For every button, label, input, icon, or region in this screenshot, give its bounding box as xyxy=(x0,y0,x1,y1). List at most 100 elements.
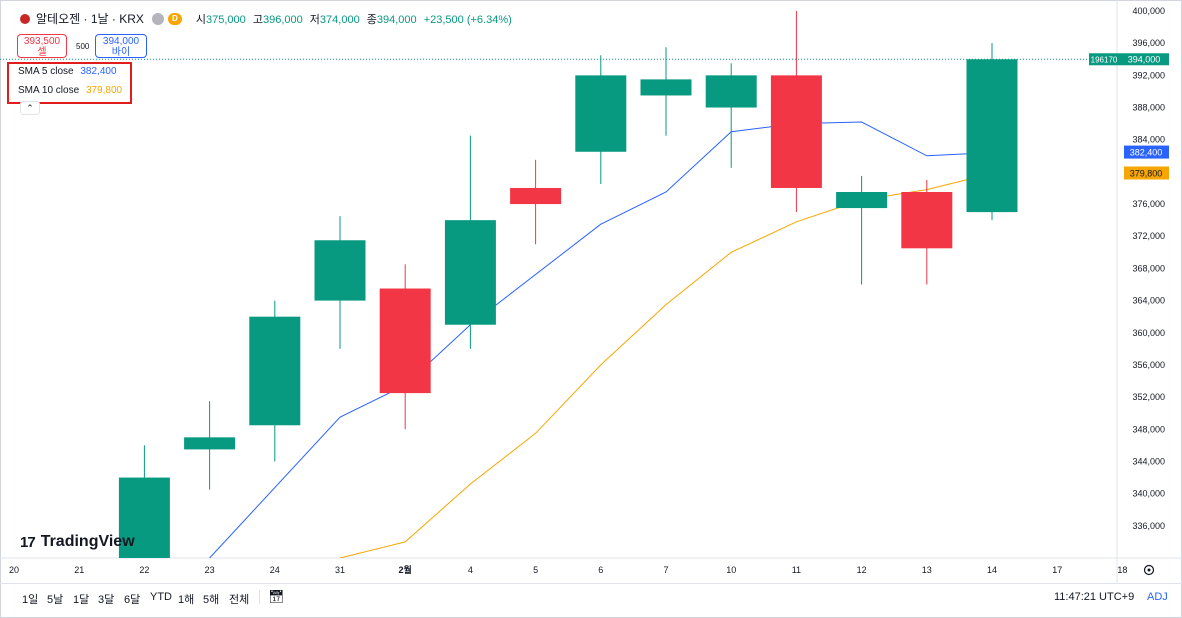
candle xyxy=(966,43,1018,221)
low-value: 374,000 xyxy=(319,13,360,26)
candle-body xyxy=(901,191,953,249)
axis-settings-dot xyxy=(1147,568,1151,572)
candle xyxy=(249,300,301,462)
collapse-legend-button[interactable]: ⌃ xyxy=(20,101,40,115)
x-tick-label: 5 xyxy=(533,565,538,575)
x-tick-label: 24 xyxy=(270,565,280,575)
timeframe-5y[interactable]: 5해 xyxy=(203,594,220,606)
timeframe-6m[interactable]: 6달 xyxy=(124,594,141,606)
low-key: 저 xyxy=(309,13,320,26)
x-tick-label: 7 xyxy=(663,565,668,575)
sma10-tag-label: 379,800 xyxy=(1130,168,1163,178)
last-price-tag-label: 394,000 xyxy=(1128,54,1161,64)
buy-label: 바이 xyxy=(111,47,131,58)
x-tick-label: 22 xyxy=(139,565,149,575)
timeframe-1d[interactable]: 1일 xyxy=(22,594,39,606)
sma10-line xyxy=(339,173,993,558)
candle xyxy=(836,175,888,285)
open-value: 375,000 xyxy=(206,13,246,26)
sma5-label: SMA 5 close xyxy=(18,66,74,77)
x-tick-label: 2월 xyxy=(399,564,412,575)
timeframe-1m[interactable]: 1달 xyxy=(73,594,90,606)
date-range-icon[interactable]: 📅︎ xyxy=(268,589,285,604)
high-value: 396,000 xyxy=(262,13,303,26)
timeframe-5d[interactable]: 5날 xyxy=(47,594,64,606)
x-tick-label: 12 xyxy=(857,565,867,575)
sma5-tag-label: 382,400 xyxy=(1130,148,1163,158)
y-tick-label: 388,000 xyxy=(1132,103,1165,113)
y-tick-label: 340,000 xyxy=(1132,489,1165,499)
timeframe-all[interactable]: 전체 xyxy=(229,594,250,606)
candle-body xyxy=(444,220,496,325)
y-tick-label: 348,000 xyxy=(1132,424,1165,434)
candle-body xyxy=(770,75,822,188)
candle-body xyxy=(510,187,562,205)
x-tick-label: 18 xyxy=(1117,565,1127,575)
x-tick-label: 21 xyxy=(74,565,84,575)
timeframe-ytd[interactable]: YTD xyxy=(150,591,172,603)
plot-area xyxy=(0,11,1117,558)
open-key: 시 xyxy=(195,13,207,26)
candle xyxy=(444,135,496,349)
x-tick-label: 31 xyxy=(335,565,345,575)
sma10-legend[interactable]: SMA 10 close 379,800 xyxy=(18,85,122,96)
y-tick-label: 372,000 xyxy=(1132,231,1165,241)
candle-body xyxy=(118,477,170,558)
candle-body xyxy=(640,79,692,96)
candle-body xyxy=(249,316,301,426)
candle xyxy=(901,179,953,285)
candle xyxy=(640,47,692,136)
candle-body xyxy=(966,59,1018,213)
y-tick-label: 352,000 xyxy=(1132,392,1165,402)
y-tick-label: 336,000 xyxy=(1132,521,1165,531)
candle-body xyxy=(379,288,431,394)
timeframe-1y[interactable]: 1해 xyxy=(178,594,195,606)
toolbar-divider xyxy=(259,590,260,604)
symbol-logo-icon xyxy=(20,13,30,24)
candle-body xyxy=(836,191,888,209)
buy-price: 394,000 xyxy=(102,36,140,47)
y-tick-label: 384,000 xyxy=(1132,135,1165,145)
candle-body xyxy=(575,75,627,152)
high-key: 고 xyxy=(252,13,263,26)
sma5-legend[interactable]: SMA 5 close 382,400 xyxy=(18,66,117,77)
x-tick-label: 11 xyxy=(792,565,801,575)
sma5-value: 382,400 xyxy=(80,66,117,77)
candle-body xyxy=(314,240,366,301)
axis-settings-ring xyxy=(1143,564,1155,576)
x-tick-label: 13 xyxy=(922,565,932,575)
tradingview-logo-icon: 17 xyxy=(20,533,36,551)
y-tick-label: 364,000 xyxy=(1132,296,1165,306)
countdown-tag-bg xyxy=(1089,53,1119,66)
candle xyxy=(314,216,366,349)
sma10-tag-bg xyxy=(1124,166,1169,180)
clock[interactable]: 11:47:21 UTC+9 xyxy=(1054,591,1135,603)
x-tick-label: 10 xyxy=(726,565,736,575)
timeframe-3m[interactable]: 3달 xyxy=(98,594,115,606)
candle xyxy=(705,63,757,168)
sell-label: 셀 xyxy=(37,47,47,58)
sma5-line xyxy=(209,121,993,558)
symbol-legend: 알테오젠 · 1날 · KRX D 시375,000 고396,000 저374… xyxy=(20,10,516,27)
sell-button[interactable]: 393,500 셀 xyxy=(17,34,67,58)
candle xyxy=(575,55,627,184)
data-badge: D xyxy=(167,12,182,25)
buy-button[interactable]: 394,000 바이 xyxy=(95,34,147,58)
change-value: +23,500 (+6.34%) xyxy=(423,13,512,26)
indicator-highlight-box xyxy=(7,62,132,104)
candle xyxy=(510,159,562,245)
y-tick-label: 376,000 xyxy=(1132,199,1165,209)
x-tick-label: 6 xyxy=(598,565,603,575)
y-tick-label: 368,000 xyxy=(1132,263,1165,273)
y-tick-label: 400,000 xyxy=(1132,6,1165,16)
symbol-title[interactable]: 알테오젠 · 1날 · KRX xyxy=(36,12,144,26)
bottom-toolbar: 1일 5날 1달 3달 6달 YTD 1해 5해 전체 📅︎ 11:47:21 … xyxy=(0,583,1182,609)
candle xyxy=(770,11,822,213)
candle-body xyxy=(705,75,757,108)
spread-value: 500 xyxy=(76,42,90,51)
sma5-tag-bg xyxy=(1124,145,1169,159)
adjust-toggle[interactable]: ADJ xyxy=(1147,591,1168,603)
y-tick-label: 396,000 xyxy=(1132,38,1165,48)
watermark-text: TradingView xyxy=(40,533,135,550)
